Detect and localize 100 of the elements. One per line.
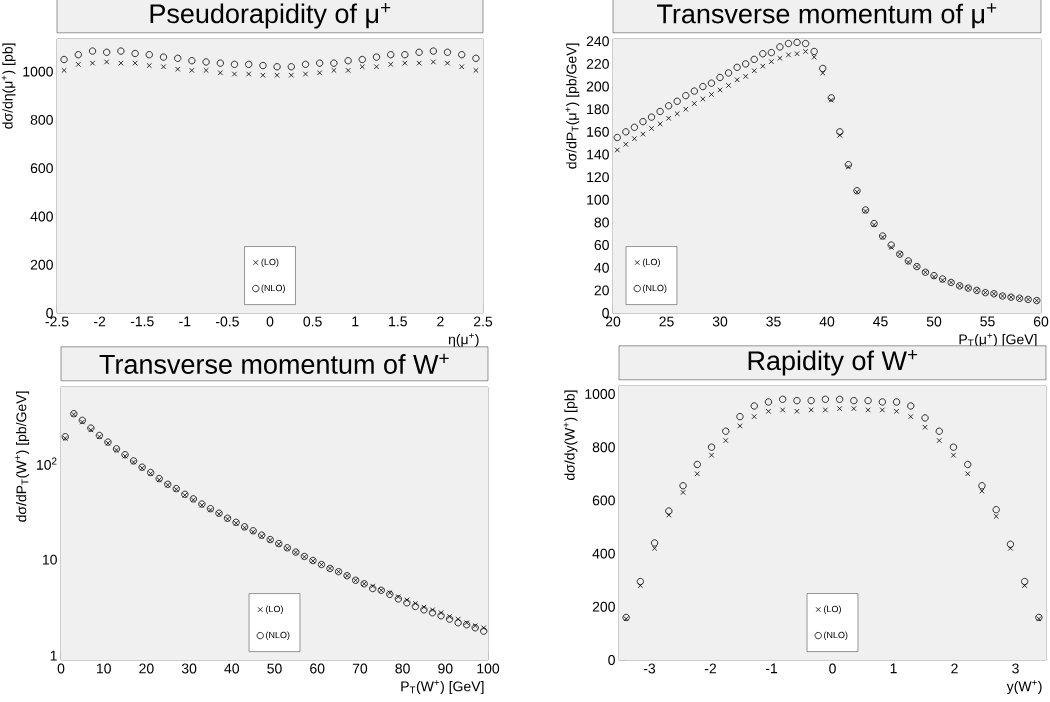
- point: [429, 47, 437, 55]
- point: [965, 471, 971, 477]
- point: [480, 627, 488, 635]
- y-tick-label: 240: [586, 36, 609, 47]
- point: [802, 48, 809, 55]
- point: [794, 408, 800, 414]
- point: [776, 43, 784, 51]
- point: [202, 58, 210, 66]
- x-tick-label: 60: [310, 663, 325, 674]
- legend-label: (LO): [643, 258, 660, 267]
- point: [317, 70, 323, 76]
- x-tick-label: -1: [179, 316, 191, 327]
- point: [845, 164, 852, 170]
- point: [743, 73, 749, 80]
- y-tick-label: 10$^{2}$: [37, 457, 57, 470]
- point: [117, 47, 125, 55]
- point: [810, 47, 818, 56]
- point: [679, 482, 687, 490]
- y-tick-label: 400: [592, 548, 615, 559]
- point: [622, 128, 630, 136]
- chart-title: Rapidity of W$^{+}$: [748, 350, 918, 376]
- point: [819, 64, 827, 73]
- point: [274, 72, 280, 78]
- x-tick-label: -2.5: [45, 316, 69, 327]
- point: [964, 460, 972, 469]
- y-tick-label: 160: [587, 126, 609, 137]
- point: [871, 222, 877, 228]
- point: [690, 87, 698, 95]
- point: [879, 407, 885, 413]
- y-tick-label: 200: [30, 259, 53, 270]
- point: [231, 71, 238, 77]
- point: [454, 619, 462, 627]
- point: [650, 539, 659, 547]
- point: [402, 60, 408, 66]
- point: [793, 38, 801, 46]
- point: [88, 47, 97, 55]
- point: [358, 55, 366, 64]
- y-tick-label: 1000: [23, 66, 53, 77]
- point: [438, 610, 444, 616]
- point: [700, 96, 706, 102]
- y-tick-label: 0: [608, 655, 615, 665]
- chart-title: Pseudorapidity of μ$^{+}$: [150, 3, 391, 29]
- point: [412, 600, 419, 607]
- point: [750, 55, 758, 63]
- y-tick-label: 400: [30, 211, 53, 222]
- point: [637, 582, 644, 589]
- x-tick-label: 0: [57, 663, 65, 674]
- point: [96, 434, 103, 440]
- y-axis-title: dσ/dP$_{T}$(W$^{+}$) [pb/GeV]: [15, 391, 30, 522]
- point: [463, 621, 471, 629]
- point: [737, 423, 743, 429]
- point: [444, 60, 451, 66]
- y-tick-label: 600: [592, 495, 615, 506]
- point: [273, 63, 281, 71]
- point: [751, 413, 757, 420]
- x-tick-label: 2.5: [473, 316, 493, 327]
- point: [665, 507, 673, 515]
- point: [811, 54, 817, 60]
- y-tick-label: 220: [586, 58, 609, 69]
- point: [103, 48, 111, 56]
- y-tick-label: 800: [30, 114, 53, 125]
- point: [908, 413, 914, 420]
- x-axis-title: η(μ$^{+}$): [448, 333, 479, 348]
- point: [639, 118, 647, 126]
- point: [665, 102, 673, 110]
- point: [89, 60, 96, 66]
- y-tick-label: 180: [587, 104, 609, 115]
- point: [387, 51, 395, 59]
- x-tick-label: 40: [224, 663, 240, 674]
- point: [893, 408, 900, 414]
- point: [145, 51, 153, 59]
- point: [246, 71, 252, 77]
- legend-label: (LO): [266, 605, 283, 614]
- y-tick-label: 140: [587, 149, 609, 160]
- point: [723, 437, 729, 444]
- point: [828, 97, 834, 103]
- point: [784, 39, 793, 48]
- point: [301, 60, 310, 68]
- point: [1006, 540, 1015, 548]
- point: [673, 97, 681, 105]
- point: [437, 612, 445, 620]
- point: [821, 395, 829, 403]
- point: [394, 595, 402, 603]
- point: [88, 427, 94, 433]
- point: [155, 474, 163, 483]
- point: [61, 67, 67, 74]
- point: [1021, 582, 1028, 589]
- point: [683, 106, 689, 112]
- point: [74, 51, 82, 59]
- legend-label: (NLO): [261, 284, 285, 293]
- point: [666, 512, 672, 518]
- x-tick-label: 45: [873, 316, 888, 327]
- point: [287, 63, 295, 71]
- point: [665, 115, 672, 121]
- point: [445, 615, 454, 623]
- point: [403, 599, 411, 607]
- x-tick-label: -1: [765, 663, 778, 674]
- y-tick-label: 10: [42, 554, 57, 565]
- y-tick-label: 0: [46, 308, 53, 318]
- point: [415, 48, 423, 56]
